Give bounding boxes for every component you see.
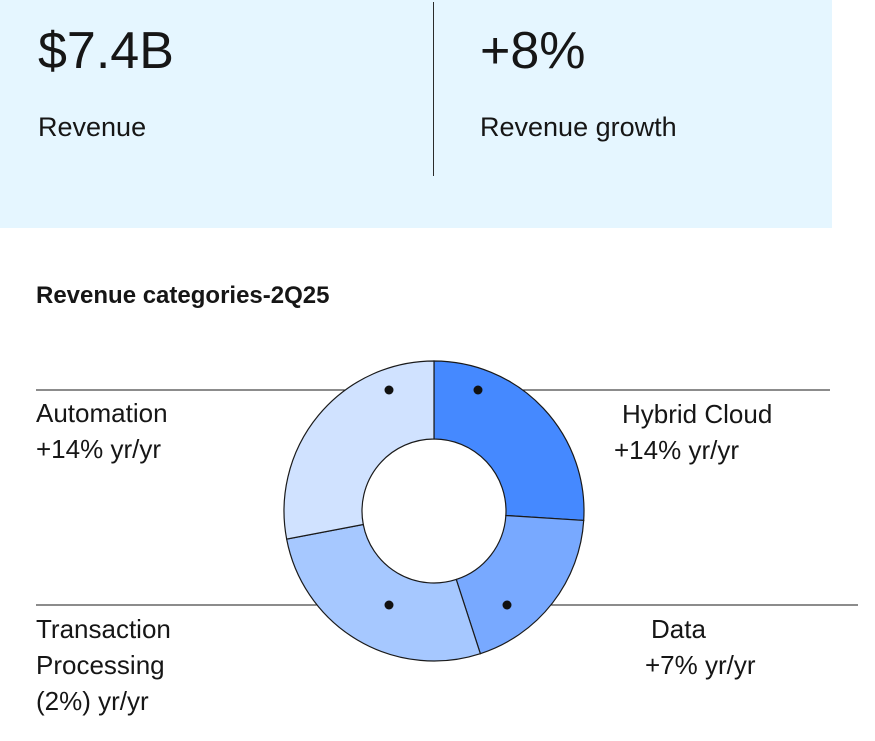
kpi-revenue-growth: +8% Revenue growth — [480, 22, 677, 143]
donut-slice-automation — [283, 360, 435, 540]
kpi-divider — [433, 2, 434, 176]
leader-dot-transaction-processing — [384, 600, 394, 610]
label-automation-name: Automation — [36, 398, 168, 428]
leader-dot-automation — [384, 385, 394, 395]
kpi-growth-value: +8% — [480, 22, 586, 80]
label-tp-change: (2%) yr/yr — [36, 686, 149, 716]
kpi-revenue-label: Revenue — [38, 111, 147, 142]
kpi-revenue: $7.4B Revenue — [38, 22, 174, 143]
leader-dot-hybrid-cloud — [473, 385, 483, 395]
donut-slice-hybrid-cloud — [433, 360, 585, 522]
donut-slices — [283, 360, 585, 662]
label-transaction-processing: Transaction Processing (2%) yr/yr — [36, 614, 178, 716]
kpi-panel: $7.4B Revenue +8% Revenue growth — [0, 0, 832, 228]
leader-dots — [384, 385, 512, 610]
label-hybrid-cloud-name: Hybrid Cloud — [622, 399, 772, 429]
label-hybrid-cloud-change: +14% yr/yr — [614, 435, 739, 465]
label-automation: Automation +14% yr/yr — [36, 398, 175, 464]
donut-slice-transaction-processing — [285, 523, 482, 662]
label-data: Data +7% yr/yr — [645, 614, 756, 680]
label-automation-change: +14% yr/yr — [36, 434, 161, 464]
chart-title: Revenue categories-2Q25 — [36, 282, 330, 309]
label-data-name: Data — [651, 614, 706, 644]
label-tp-name-2: Processing — [36, 650, 165, 680]
kpi-growth-label: Revenue growth — [480, 111, 677, 142]
donut-slice-data — [455, 514, 585, 655]
label-hybrid-cloud: Hybrid Cloud +14% yr/yr — [614, 399, 780, 465]
label-data-change: +7% yr/yr — [645, 650, 756, 680]
leader-dot-data — [502, 600, 512, 610]
kpi-revenue-value: $7.4B — [38, 22, 174, 80]
label-tp-name-1: Transaction — [36, 614, 171, 644]
